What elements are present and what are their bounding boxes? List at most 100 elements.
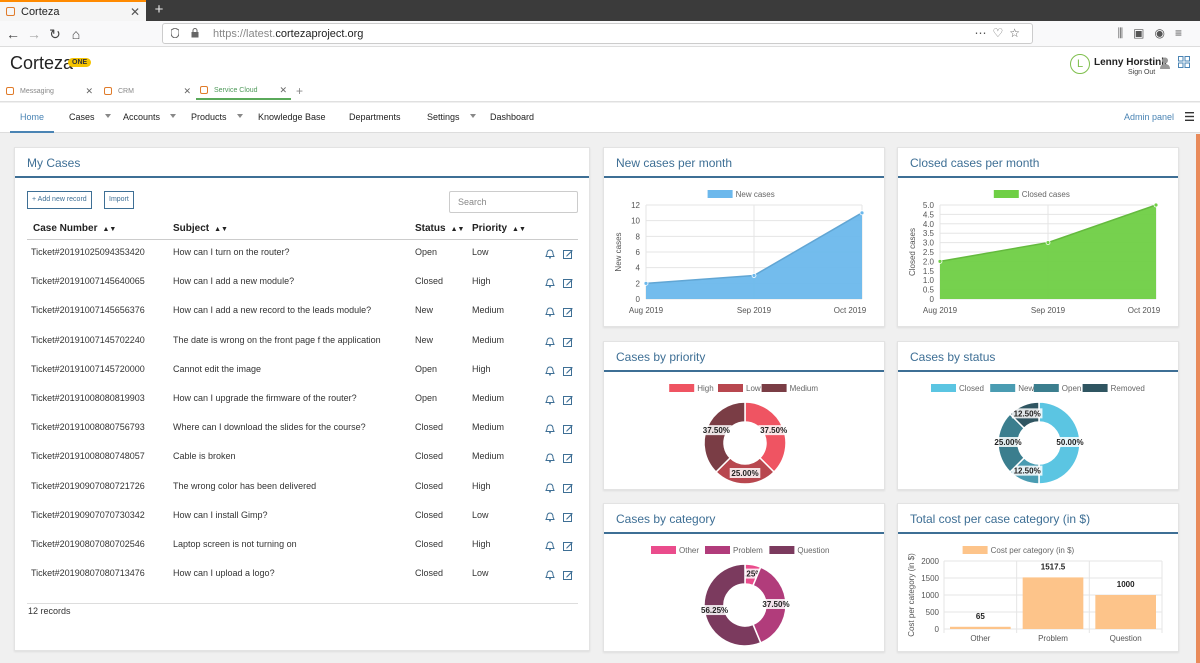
bell-icon[interactable] xyxy=(545,278,555,288)
browser-tab[interactable]: Corteza ✕ xyxy=(0,0,146,21)
pie-slice[interactable] xyxy=(744,401,787,474)
bell-icon[interactable] xyxy=(545,424,555,434)
app-grid-icon[interactable] xyxy=(1178,56,1190,68)
data-point[interactable] xyxy=(859,210,865,216)
bar[interactable] xyxy=(1022,577,1084,629)
table-row[interactable]: Ticket#20191007145640065 How can I add a … xyxy=(27,269,578,298)
bell-icon[interactable] xyxy=(545,307,555,318)
edit-icon[interactable] xyxy=(563,307,573,318)
menu-icon[interactable] xyxy=(1185,112,1194,121)
bar[interactable] xyxy=(1095,595,1156,629)
edit-icon[interactable] xyxy=(563,483,573,493)
reload-icon[interactable]: ↻ xyxy=(49,26,61,42)
app-tab-service-cloud[interactable]: Service Cloud ✕ xyxy=(196,82,291,100)
legend-swatch[interactable] xyxy=(761,384,787,392)
table-row[interactable]: Ticket#20191007145720000 Cannot edit the … xyxy=(27,357,578,386)
legend-swatch[interactable] xyxy=(718,384,743,392)
legend-swatch[interactable] xyxy=(931,384,956,392)
table-row[interactable]: Ticket#20190807080713476 How can I upload… xyxy=(27,561,578,590)
table-row[interactable]: Ticket#20191007145656376 How can I add a … xyxy=(27,298,578,327)
home-icon[interactable]: ⌂ xyxy=(71,26,81,42)
bell-icon[interactable] xyxy=(545,570,555,580)
edit-icon[interactable] xyxy=(563,512,573,522)
data-point[interactable] xyxy=(1153,202,1159,208)
nav-departments[interactable]: Departments xyxy=(349,112,401,122)
new-tab-button[interactable]: + xyxy=(154,1,164,18)
nav-knowledge-base[interactable]: Knowledge Base xyxy=(258,112,326,122)
close-tab-icon[interactable]: ✕ xyxy=(85,85,93,96)
bell-icon[interactable] xyxy=(545,395,555,405)
table-row[interactable]: Ticket#20191008080756793 Where can I down… xyxy=(27,415,578,444)
pie-slice[interactable] xyxy=(703,401,746,474)
sign-out-link[interactable]: Sign Out xyxy=(1128,69,1156,76)
column-header-status[interactable]: Status ▲▼ xyxy=(415,223,464,234)
column-header-case-number[interactable]: Case Number ▲▼ xyxy=(33,223,116,234)
bell-icon[interactable] xyxy=(545,512,555,522)
legend-swatch[interactable] xyxy=(769,546,795,554)
bell-icon[interactable] xyxy=(545,453,555,464)
legend-swatch[interactable] xyxy=(707,190,733,198)
edit-icon[interactable] xyxy=(563,424,573,435)
toolbar-icons[interactable]: ⫼▣◉≡ xyxy=(1117,26,1192,40)
admin-panel-link[interactable]: Admin panel xyxy=(1124,112,1175,122)
address-bar[interactable]: https://latest.cortezaproject.org ⋯♡☆ xyxy=(162,23,1033,44)
legend-swatch[interactable] xyxy=(1033,384,1059,392)
column-header-subject[interactable]: Subject ▲▼ xyxy=(173,223,228,234)
edit-icon[interactable] xyxy=(563,278,573,289)
nav-products[interactable]: Products xyxy=(191,112,243,122)
close-tab-icon[interactable]: ✕ xyxy=(129,4,140,19)
legend-swatch[interactable] xyxy=(705,546,730,554)
edit-icon[interactable] xyxy=(563,541,573,551)
nav-dashboard[interactable]: Dashboard xyxy=(490,112,534,122)
legend-swatch[interactable] xyxy=(669,384,695,392)
table-row[interactable]: Ticket#20190907070730342 How can I instal… xyxy=(27,503,578,532)
column-header-priority[interactable]: Priority ▲▼ xyxy=(472,223,526,234)
table-row[interactable]: Ticket#20191008080748057 Cable is broken C… xyxy=(27,444,578,473)
edit-icon[interactable] xyxy=(563,249,573,259)
table-row[interactable]: Ticket#20190907080721726 The wrong color … xyxy=(27,474,578,503)
back-icon[interactable]: ← xyxy=(6,26,20,42)
search-input[interactable]: Search xyxy=(449,191,578,213)
add-app-tab-button[interactable]: + xyxy=(296,84,304,98)
import-button[interactable]: Import xyxy=(104,191,134,209)
close-tab-icon[interactable]: ✕ xyxy=(279,84,287,95)
app-tab-crm[interactable]: CRM ✕ xyxy=(100,82,195,100)
edit-icon[interactable] xyxy=(563,395,573,405)
edit-icon[interactable] xyxy=(563,453,573,464)
legend-swatch[interactable] xyxy=(990,384,1016,392)
data-point[interactable] xyxy=(937,259,943,264)
edit-icon[interactable] xyxy=(563,570,573,581)
table-row[interactable]: Ticket#20190807080702546 Laptop screen is… xyxy=(27,532,578,561)
table-row[interactable]: Ticket#20191007145702240 The date is wron… xyxy=(27,328,578,357)
data-point[interactable] xyxy=(643,280,649,286)
bell-icon[interactable] xyxy=(545,483,555,493)
bell-icon[interactable] xyxy=(545,366,555,376)
add-new-record-button[interactable]: + Add new record xyxy=(27,191,92,209)
edit-icon[interactable] xyxy=(563,337,573,347)
bell-icon[interactable] xyxy=(545,337,555,347)
nav-accounts[interactable]: Accounts xyxy=(123,112,177,122)
edit-icon[interactable] xyxy=(563,366,573,376)
data-point[interactable] xyxy=(751,273,757,278)
legend-swatch[interactable] xyxy=(1082,384,1108,392)
avatar[interactable]: L xyxy=(1070,54,1090,74)
legend-swatch[interactable] xyxy=(651,546,676,554)
nav-cases[interactable]: Cases xyxy=(69,112,111,122)
nav-settings[interactable]: Settings xyxy=(427,112,476,122)
data-point[interactable] xyxy=(1045,240,1051,245)
bell-icon[interactable] xyxy=(545,249,555,259)
app-tab-messaging[interactable]: Messaging ✕ xyxy=(2,82,97,100)
close-tab-icon[interactable]: ✕ xyxy=(183,85,191,96)
page-actions-icon[interactable]: ⋯♡☆ xyxy=(974,26,1026,40)
legend-swatch[interactable] xyxy=(993,190,1019,198)
bar[interactable] xyxy=(950,626,1011,629)
pie-slice[interactable] xyxy=(703,563,762,647)
bell-icon[interactable] xyxy=(545,541,555,551)
nav-home[interactable]: Home xyxy=(9,112,55,133)
user-icon[interactable] xyxy=(1160,57,1170,69)
table-row[interactable]: Ticket#20191025094353420 How can I turn o… xyxy=(27,240,578,269)
forward-icon[interactable]: → xyxy=(27,26,41,42)
legend-swatch[interactable] xyxy=(962,546,988,554)
pie-slice[interactable] xyxy=(1038,401,1081,485)
table-row[interactable]: Ticket#20191008080819903 How can I upgrad… xyxy=(27,386,578,415)
